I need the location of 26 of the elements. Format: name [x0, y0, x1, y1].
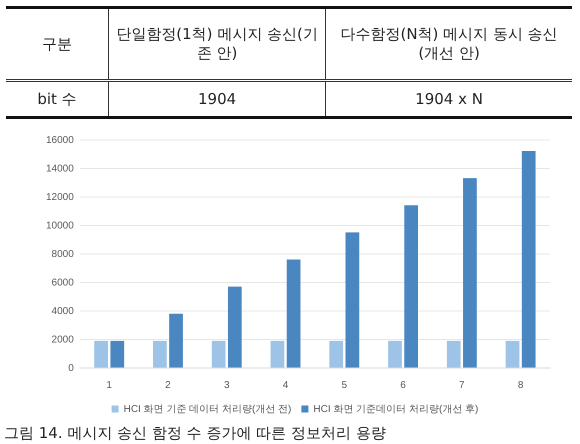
text: bit 수: [36, 88, 78, 110]
x-tick-label: 1: [106, 380, 112, 391]
legend-label: HCI 화면 기준 데이터 처리량(개선 전): [124, 404, 292, 415]
x-tick-label: 7: [459, 380, 466, 391]
x-tick-label: 2: [165, 380, 172, 391]
caption: 그림 14. 메시지 송신 함정 수 증가에 따른 정보처리 용량: [4, 424, 386, 443]
x-tick-label: 3: [224, 380, 230, 391]
y-tick-label: 0: [68, 362, 74, 374]
x-tick-label: 8: [518, 380, 524, 391]
y-tick-label: 14000: [46, 163, 74, 174]
y-tick-label: 6000: [52, 277, 74, 288]
legend-label: HCI 화면 기준데이터 처리량(개선 후): [313, 404, 478, 415]
text: 1904 x N: [326, 80, 572, 118]
text: 다수함정(N척) 메시지 동시 송신(개선 안): [326, 8, 572, 80]
text: 단일함정(1척) 메시지 송신(기존 안): [108, 8, 326, 80]
x-tick-label: 4: [282, 380, 289, 391]
y-tick-label: 8000: [52, 248, 74, 260]
y-tick-label: 16000: [46, 134, 74, 146]
y-tick-label: 2000: [52, 334, 74, 346]
text: 1904: [108, 80, 326, 118]
x-tick-label: 5: [342, 380, 348, 391]
y-tick-label: 4000: [52, 306, 74, 317]
text: 구분: [6, 8, 108, 80]
y-tick-label: 12000: [46, 192, 74, 203]
x-tick-label: 6: [400, 380, 406, 391]
y-tick-label: 10000: [46, 220, 74, 232]
